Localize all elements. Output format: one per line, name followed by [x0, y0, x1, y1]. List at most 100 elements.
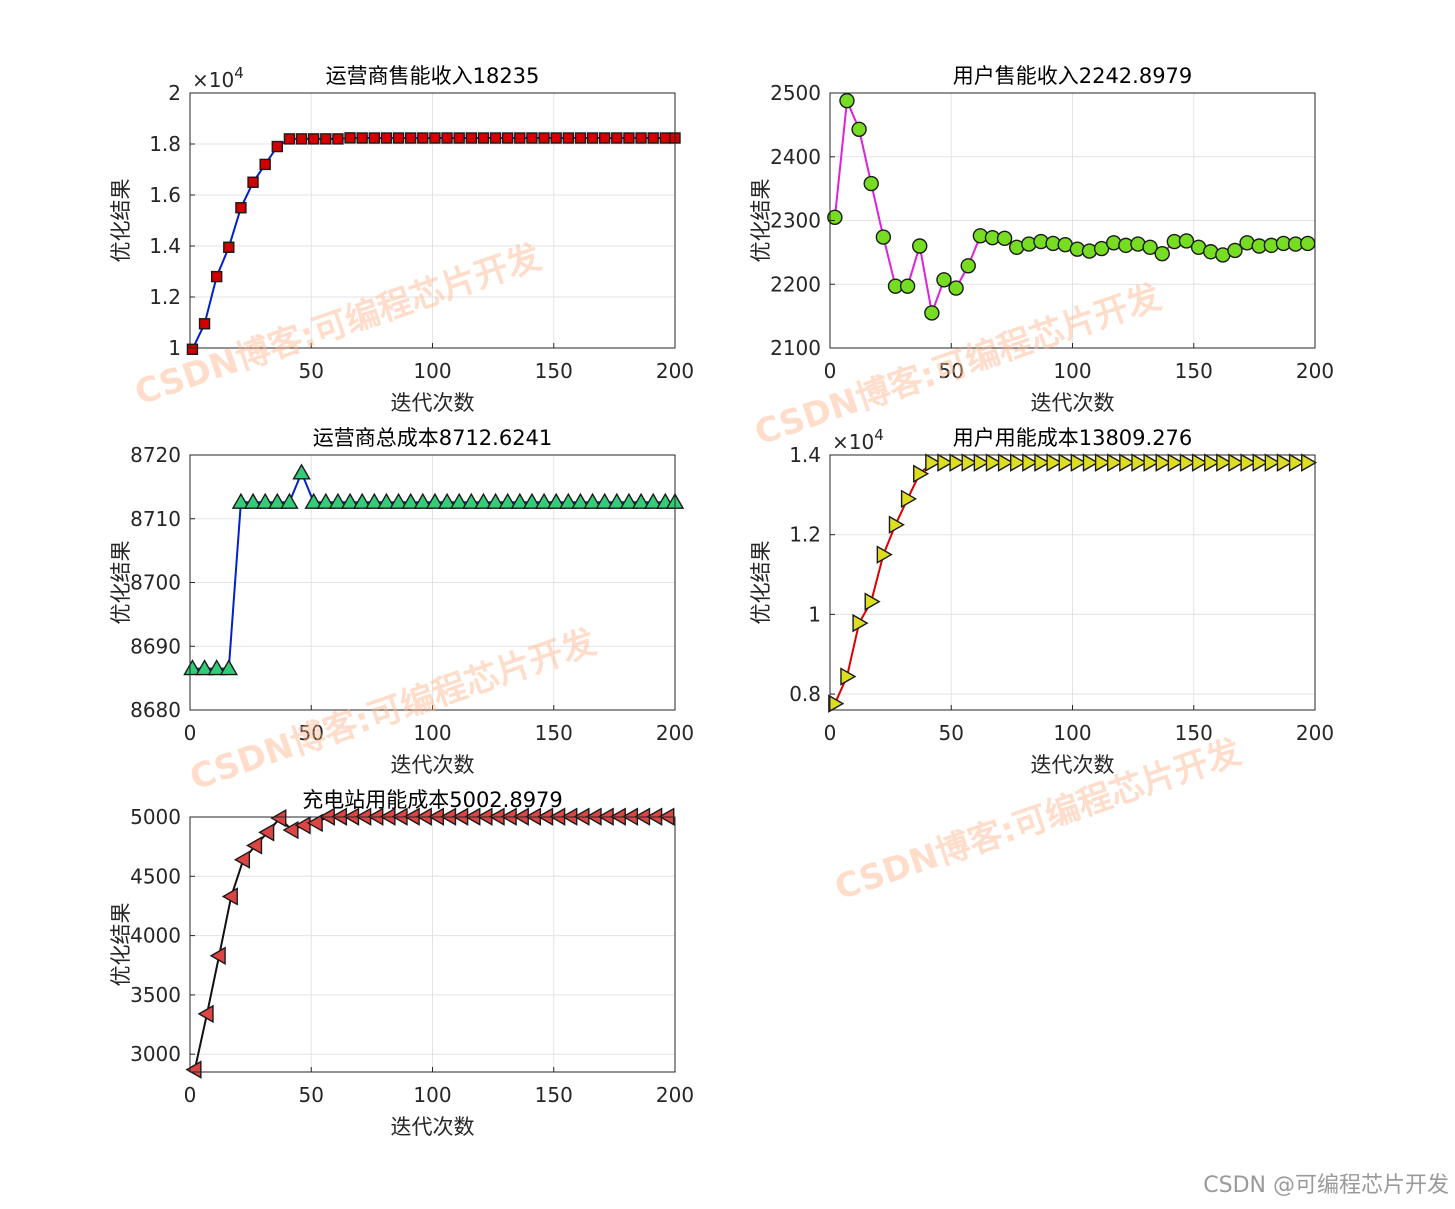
data-point — [643, 492, 663, 509]
data-point — [840, 667, 857, 686]
x-tick-label: 50 — [299, 1083, 324, 1107]
x-tick-label: 100 — [1053, 359, 1091, 383]
x-tick-label: 200 — [1296, 359, 1334, 383]
data-point — [185, 1060, 202, 1079]
data-point — [380, 132, 393, 144]
data-point — [574, 132, 587, 144]
y-tick-label: 1.4 — [149, 234, 181, 258]
data-point — [356, 132, 368, 144]
data-point — [425, 492, 445, 509]
data-point — [306, 813, 323, 833]
data-point — [631, 492, 651, 509]
data-point — [1240, 453, 1257, 472]
y-tick-label: 2200 — [770, 272, 821, 296]
y-axis-label: 优化结果 — [109, 903, 133, 987]
y-axis-label: 优化结果 — [749, 179, 773, 263]
data-point — [949, 453, 966, 472]
data-point — [1094, 453, 1112, 472]
data-point — [268, 492, 287, 509]
data-point — [243, 492, 263, 509]
data-point — [828, 694, 845, 713]
y-tick-label: 3000 — [130, 1042, 181, 1066]
data-point — [534, 492, 554, 509]
y-tick-label: 2300 — [770, 209, 821, 233]
data-point — [270, 808, 287, 828]
data-point — [255, 492, 275, 509]
data-point — [377, 492, 396, 509]
data-point — [960, 258, 976, 274]
data-point — [365, 492, 384, 509]
data-point — [925, 453, 942, 472]
x-tick-label: 50 — [299, 359, 324, 383]
data-point — [283, 133, 296, 145]
data-point — [498, 492, 517, 509]
data-point — [1167, 453, 1184, 472]
data-point — [659, 132, 671, 144]
data-point — [477, 132, 490, 144]
x-tick-label: 50 — [939, 721, 964, 745]
data-point — [304, 492, 323, 509]
data-point — [417, 132, 429, 144]
data-point — [489, 132, 502, 144]
data-point — [913, 464, 930, 483]
x-tick-label: 100 — [1053, 721, 1091, 745]
data-point — [449, 492, 469, 509]
x-axis-label: 迭代次数 — [391, 753, 475, 777]
data-point — [221, 887, 238, 906]
x-axis-label: 迭代次数 — [1031, 753, 1115, 777]
x-tick-label: 200 — [656, 1083, 694, 1107]
chart-title: 用户售能收入2242.8979 — [953, 64, 1193, 88]
data-point — [437, 492, 457, 509]
data-point — [1301, 453, 1318, 472]
data-point — [1119, 453, 1136, 472]
data-point — [948, 280, 964, 296]
data-point — [996, 230, 1013, 247]
data-point — [1228, 453, 1245, 472]
x-tick-label: 0 — [824, 359, 837, 383]
data-point — [295, 133, 308, 145]
data-point — [888, 515, 905, 534]
subplot-1: 50 100 150 200 1 1.2 1.4 1.6 1.8 2 ×104 运营商售能收入1823… — [109, 64, 694, 415]
data-point — [413, 492, 433, 509]
y-tick-label: 4500 — [130, 864, 181, 888]
data-point — [219, 659, 239, 676]
y-tick-label: 1.2 — [149, 285, 181, 309]
data-point — [195, 659, 214, 676]
y-tick-label: 1.2 — [789, 523, 821, 547]
data-point — [1058, 453, 1075, 472]
data-point — [635, 132, 647, 144]
y-tick-label: 8680 — [130, 698, 181, 722]
data-point — [937, 453, 954, 472]
data-point — [197, 1004, 214, 1024]
data-point — [223, 241, 235, 253]
data-point — [562, 132, 574, 144]
x-tick-label: 100 — [413, 359, 451, 383]
subplot-3: 0 50 100 150 200 8680 8690 8700 8710 8720 运营商总成本87… — [109, 426, 694, 777]
data-point — [1046, 453, 1063, 472]
data-point — [1154, 245, 1170, 262]
y-tick-label: 8720 — [130, 443, 181, 467]
x-tick-label: 0 — [824, 721, 837, 745]
data-point — [924, 305, 940, 321]
data-point — [619, 492, 639, 509]
data-point — [233, 850, 251, 869]
data-point — [282, 820, 299, 840]
y-tick-label: 3500 — [130, 983, 181, 1007]
subplot-2: 0 50 100 150 200 2100 2200 2300 2400 2500 用户售能收入22… — [749, 64, 1334, 415]
x-tick-label: 50 — [939, 359, 964, 383]
data-point — [401, 492, 420, 509]
data-point — [598, 132, 611, 144]
data-point — [352, 492, 372, 509]
data-point — [1227, 242, 1243, 259]
data-point — [207, 659, 226, 676]
x-axis-label: 迭代次数 — [391, 391, 475, 415]
data-point — [1264, 453, 1281, 472]
data-point — [607, 492, 627, 509]
data-point — [1288, 453, 1306, 472]
data-point — [611, 132, 623, 144]
data-point — [1276, 453, 1293, 472]
axis-exponent: ×104 — [192, 64, 244, 92]
y-tick-label: 0.8 — [789, 682, 821, 706]
axis-exponent: ×104 — [832, 426, 884, 454]
x-tick-label: 150 — [1175, 721, 1213, 745]
